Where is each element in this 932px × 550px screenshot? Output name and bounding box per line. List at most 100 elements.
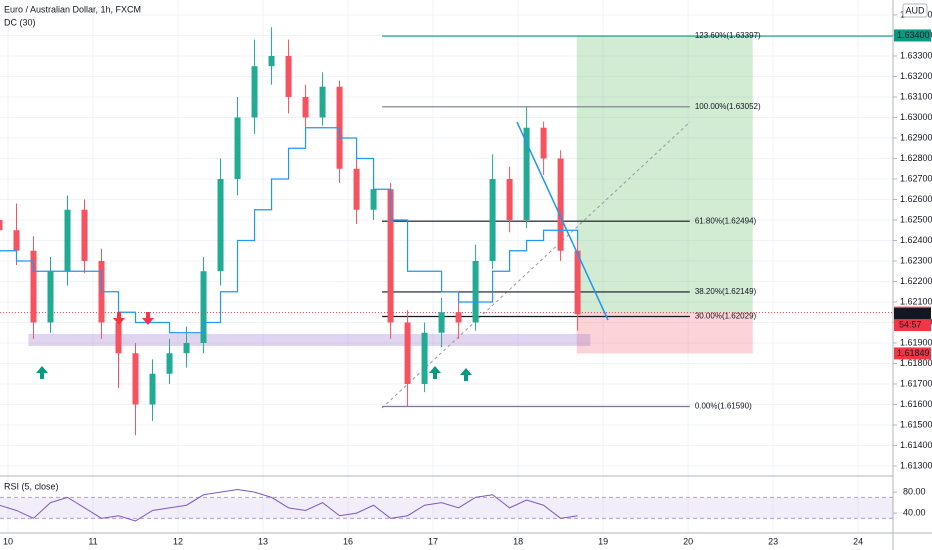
x-tick-label: 12 <box>173 536 183 546</box>
y-tick-label: 1.62600 <box>900 194 932 204</box>
candle-body <box>523 127 530 220</box>
chart-title: Euro / Australian Dollar, 1h, FXCM <box>4 4 141 14</box>
candle-body <box>472 260 479 323</box>
x-tick-label: 24 <box>853 536 863 546</box>
rsi-tick-label: 80.00 <box>903 487 926 497</box>
candle-body <box>489 178 496 261</box>
price-tag-label: 1.63400 <box>897 30 930 40</box>
candle-body <box>183 342 190 354</box>
candle-body <box>234 117 241 179</box>
x-tick-label: 20 <box>683 536 693 546</box>
y-tick-label: 1.61400 <box>900 440 932 450</box>
candle-body <box>438 312 445 333</box>
countdown-box <box>894 319 931 332</box>
candle-body <box>30 250 37 323</box>
candle-body <box>540 127 547 159</box>
candle-body <box>302 96 309 118</box>
x-tick-label: 10 <box>3 536 13 546</box>
price-tag <box>894 29 931 42</box>
down-arrow <box>113 312 125 325</box>
candle-body <box>47 271 54 323</box>
rsi-line <box>0 489 578 522</box>
candle-body <box>404 322 411 384</box>
candle-body <box>166 353 173 374</box>
up-arrow <box>460 368 472 381</box>
candle-body <box>132 353 139 405</box>
price-tag <box>894 347 931 360</box>
y-tick-label: 1.61700 <box>900 378 932 388</box>
currency-box[interactable] <box>902 3 928 18</box>
trend-line <box>516 121 609 321</box>
candle-body <box>319 86 326 118</box>
arrows <box>36 312 472 381</box>
x-tick-label: 23 <box>768 536 778 546</box>
rsi-label: RSI (5, close) <box>4 481 59 491</box>
y-tick-label: 1.62800 <box>900 153 932 163</box>
candle-body <box>506 178 513 220</box>
candle-body <box>0 219 3 231</box>
up-arrow <box>36 366 48 379</box>
y-tick-label: 1.62300 <box>900 255 932 265</box>
fib-label: 30.00%(1.62029) <box>695 312 757 321</box>
rsi-tick-label: 40.00 <box>903 507 926 517</box>
candle-body <box>268 55 275 67</box>
x-tick-label: 19 <box>598 536 608 546</box>
candle-body <box>455 312 462 323</box>
y-tick-label: 1.62200 <box>900 276 932 286</box>
candle-body <box>251 66 258 118</box>
profit-zone <box>576 35 753 313</box>
y-tick-label: 1.61900 <box>900 337 932 347</box>
y-tick-label: 1.61300 <box>900 460 932 470</box>
candle-body <box>13 230 20 251</box>
y-tick-label: 1.62900 <box>900 132 932 142</box>
fib-label: 38.20%(1.62149) <box>695 287 757 296</box>
candle-body <box>200 271 207 343</box>
y-tick-label: 1.61600 <box>900 399 932 409</box>
price-tag-label: 1.61849 <box>897 348 930 358</box>
y-tick-label: 1.61500 <box>900 419 932 429</box>
countdown: 54:57 <box>899 319 922 329</box>
candle-body <box>285 55 292 97</box>
x-tick-label: 11 <box>88 536 97 546</box>
price-tag-label: 1.62041 <box>897 308 930 318</box>
x-tick-label: 13 <box>258 536 268 546</box>
candle-body <box>81 209 88 261</box>
candle-body <box>353 168 360 210</box>
support-zone <box>28 333 591 347</box>
currency-label[interactable]: AUD <box>905 5 925 15</box>
price-tag <box>894 308 931 321</box>
fib-label: 123.60%(1.63397) <box>695 31 761 40</box>
y-tick-label: 1.62400 <box>900 235 932 245</box>
fib-label: 100.00%(1.63052) <box>695 102 761 111</box>
candle-body <box>64 209 71 272</box>
loss-zone <box>576 312 753 354</box>
y-tick-label: 1.62100 <box>900 296 932 306</box>
dc-line <box>0 127 579 334</box>
fib-label: 0.00%(1.61590) <box>695 402 752 411</box>
indicator-label: DC (30) <box>4 17 36 27</box>
y-tick-label: 1.63100 <box>900 91 932 101</box>
candle-body <box>115 322 122 354</box>
candle-body <box>574 250 581 315</box>
candle-body <box>387 189 394 323</box>
y-tick-label: 1.63300 <box>900 50 932 60</box>
y-tick-label: 1.63200 <box>900 71 932 81</box>
up-arrow <box>429 366 441 379</box>
candle-body <box>557 158 564 251</box>
x-tick-label: 16 <box>343 536 353 546</box>
rsi-band <box>0 497 893 519</box>
y-tick-label: 1.63000 <box>900 112 932 122</box>
down-arrow <box>142 312 154 325</box>
fib-label: 61.80%(1.62494) <box>695 216 757 225</box>
candle-body <box>370 189 377 210</box>
y-tick-label: 1.61800 <box>900 358 932 368</box>
y-tick-label: 1.62700 <box>900 173 932 183</box>
y-tick-label: 1.62500 <box>900 214 932 224</box>
candle-body <box>217 178 224 272</box>
x-tick-label: 17 <box>428 536 438 546</box>
x-tick-label: 18 <box>513 536 523 546</box>
candle-body <box>149 373 156 405</box>
fib-trend-line <box>381 121 691 409</box>
